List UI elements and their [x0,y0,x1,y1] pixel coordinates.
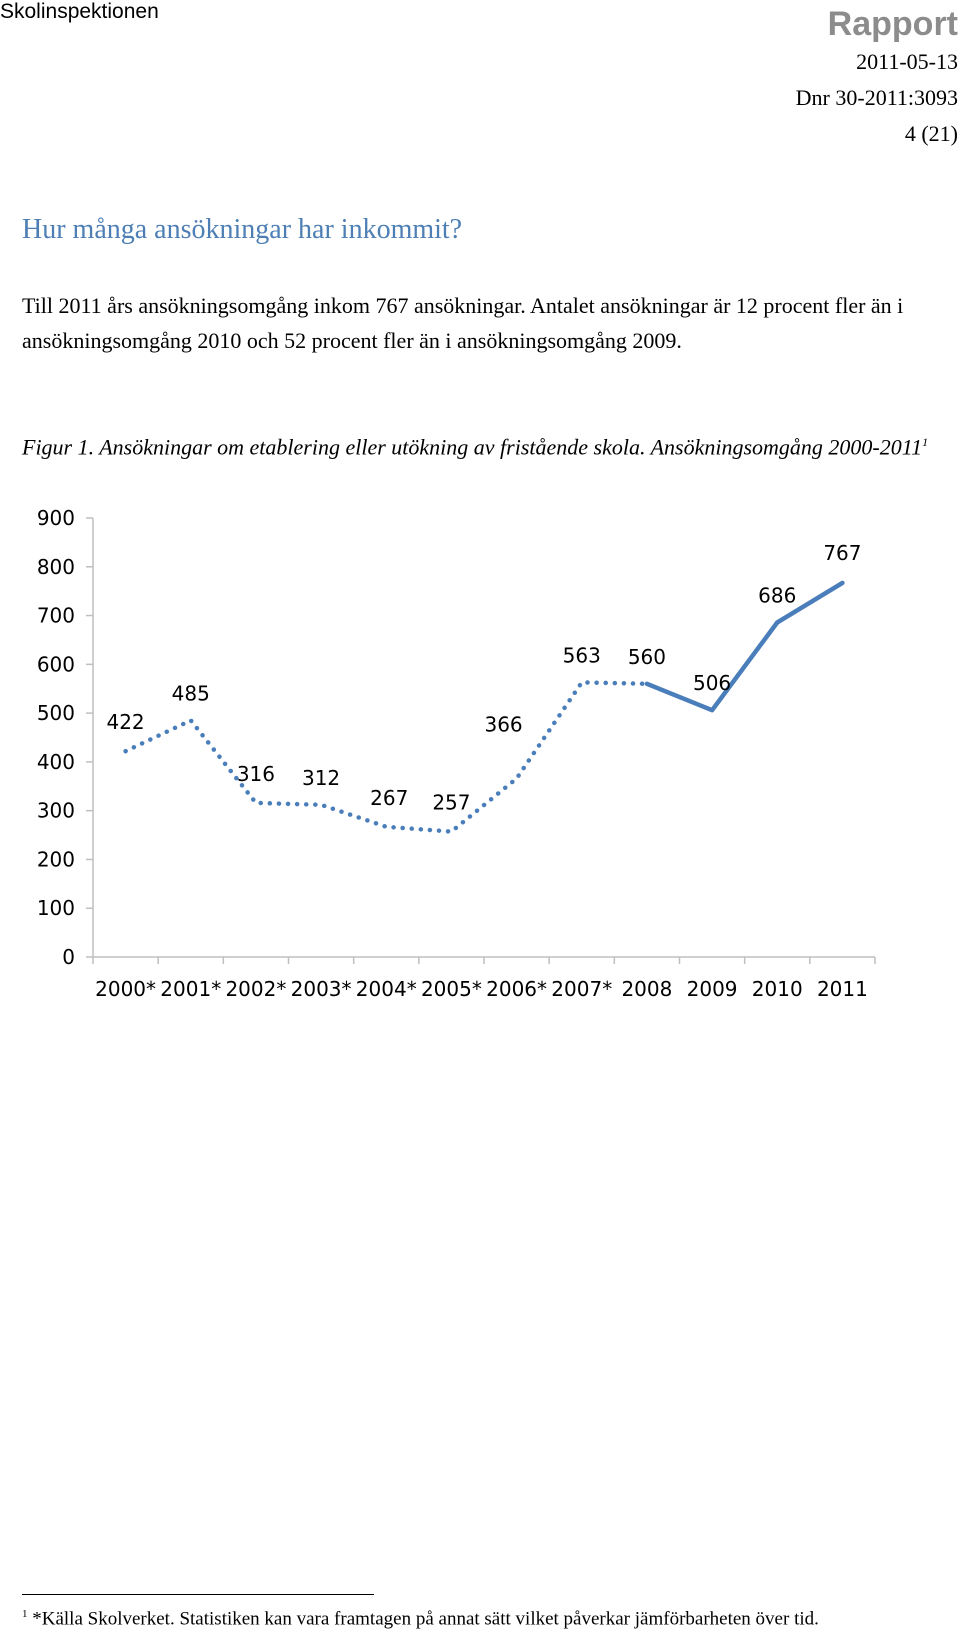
report-title: Rapport [827,5,958,43]
y-tick-label: 200 [37,847,75,871]
x-tick-label: 2007* [551,977,612,1001]
data-label: 560 [628,645,666,669]
data-label: 422 [106,710,144,734]
page-number: 4 (21) [904,121,958,146]
data-label: 767 [823,541,861,565]
data-label: 686 [758,583,796,607]
x-tick-label: 2004* [356,977,417,1001]
data-label: 366 [484,712,522,736]
y-tick-label: 300 [37,799,75,823]
series-line-solid [644,580,845,713]
data-label: 563 [563,643,601,667]
data-label: 316 [237,762,275,786]
report-date: 2011-05-13 [856,49,958,74]
y-tick-label: 100 [37,896,75,920]
x-tick-label: 2008 [621,977,672,1001]
y-tick-label: 0 [62,945,75,969]
organization-name: Skolinspektionen [0,0,159,23]
y-tick-label: 900 [37,506,75,530]
data-label: 506 [693,671,731,695]
y-tick-label: 700 [37,604,75,628]
y-tick-label: 600 [37,652,75,676]
figure-caption: Figur 1. Ansökningar om etablering eller… [22,426,942,463]
x-tick-label: 2000* [95,977,156,1001]
data-label: 257 [432,791,470,815]
x-tick-label: 2003* [291,977,352,1001]
x-tick-label: 2011 [817,977,868,1001]
footnote-marker: 1 [22,1608,28,1620]
figure-caption-text: Figur 1. Ansökningar om etablering eller… [22,434,923,460]
section-heading: Hur många ansökningar har inkommit? [22,214,463,245]
series-line-dotted [123,680,650,834]
data-label: 312 [302,766,340,790]
data-label: 485 [172,681,210,705]
y-tick-label: 800 [37,555,75,579]
x-tick-label: 2009 [687,977,738,1001]
section-paragraph: Till 2011 års ansökningsomgång inkom 767… [22,293,904,353]
report-dnr: Dnr 30-2011:3093 [795,85,958,110]
x-tick-label: 2006* [486,977,547,1001]
x-tick-label: 2001* [160,977,221,1001]
x-tick-label: 2002* [225,977,286,1001]
data-label: 267 [370,786,408,810]
footnote: 1 *Källa Skolverket. Statistiken kan var… [22,1608,819,1630]
y-tick-label: 500 [37,701,75,725]
y-tick-label: 400 [37,750,75,774]
report-meta: Rapport 2011-05-13 Dnr 30-2011:3093 4 (2… [796,4,958,152]
x-tick-label: 2005* [421,977,482,1001]
x-tick-label: 2010 [752,977,803,1001]
footnote-text: *Källa Skolverket. Statistiken kan vara … [32,1608,819,1630]
footnote-divider [22,1594,374,1595]
figure-caption-footnote-ref: 1 [922,435,929,449]
